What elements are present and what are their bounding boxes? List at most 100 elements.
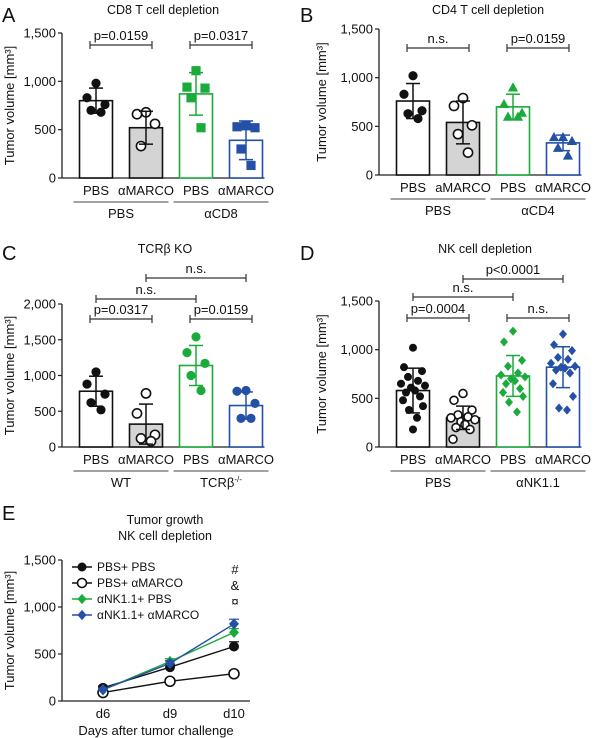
data-point [96, 405, 106, 415]
data-point [246, 160, 256, 171]
data-point [514, 368, 522, 378]
x-category-label: PBS [83, 183, 109, 198]
data-point [569, 391, 577, 401]
y-axis-label: Tumor volume [mm³] [2, 46, 17, 165]
y-tick-label: 500 [34, 647, 56, 662]
data-point [462, 147, 474, 159]
significance-symbol: # [231, 562, 239, 577]
y-tick-label: 1,000 [340, 342, 373, 357]
y-tick-label: 0 [49, 440, 56, 455]
panel-label-c: C [2, 243, 16, 265]
data-point [446, 412, 456, 423]
y-tick-label: 0 [49, 171, 56, 186]
data-point [449, 395, 459, 406]
y-tick-label: 1,000 [23, 600, 56, 615]
p-value-label: n.s. [186, 261, 207, 276]
y-tick-label: 500 [351, 391, 373, 406]
data-point [519, 391, 527, 401]
y-tick-label: 500 [34, 122, 56, 137]
data-point [562, 150, 574, 160]
data-point [164, 675, 176, 688]
legend-label: αNK1.1+ αMARCO [97, 608, 199, 622]
p-value-label: p=0.0159 [94, 28, 149, 43]
data-point [165, 657, 175, 669]
panel-d: 0 500 1,000 1,500 Tumor volume [mm³] PBS αMARC… [314, 262, 591, 490]
data-point [500, 337, 508, 347]
data-point [467, 405, 477, 415]
group-label: TCRβ-/- [200, 475, 242, 490]
y-tick-label: 0 [366, 440, 373, 455]
data-point [498, 98, 510, 109]
group-label: αNK1.1 [516, 475, 560, 490]
significance-symbol: ¤ [231, 594, 238, 609]
group-label: PBS [425, 475, 451, 490]
data-point [509, 326, 517, 336]
data-point [552, 365, 560, 375]
data-point [497, 370, 505, 380]
data-point [448, 100, 460, 112]
panel-e-title-line1: Tumor growth [127, 513, 204, 527]
data-point [554, 352, 562, 363]
data-point [232, 122, 242, 132]
data-point [100, 99, 110, 110]
y-axis-label: Tumor volume [mm³] [2, 316, 17, 435]
y-axis-label: Tumor volume [mm³] [2, 571, 17, 690]
data-point [409, 425, 417, 434]
x-category-label: αMARCO [118, 183, 174, 198]
p-value-label: p<0.0001 [486, 262, 541, 277]
panel-label-b: B [300, 5, 313, 27]
data-point [499, 387, 507, 398]
x-category-label: αMARCO [535, 180, 591, 195]
data-point [250, 123, 260, 133]
data-point [196, 385, 206, 396]
y-tick-label: 1,500 [23, 26, 56, 41]
legend-label: PBS+ αMARCO [97, 576, 183, 590]
y-tick-label: 1,000 [23, 368, 56, 383]
p-value-label: n.s. [528, 301, 549, 316]
data-point [418, 367, 426, 376]
x-category-label: PBS [400, 180, 426, 195]
panel-label-e: E [2, 503, 15, 525]
data-point [236, 144, 246, 154]
data-point [559, 329, 567, 339]
data-point [82, 93, 92, 103]
data-point [408, 71, 418, 81]
panel-label-a: A [2, 5, 16, 27]
x-category-label: αMARCO [535, 452, 591, 467]
y-tick-label: 0 [366, 168, 373, 183]
data-point [86, 398, 96, 408]
data-point [502, 111, 514, 121]
data-point [135, 433, 147, 444]
data-point [397, 379, 405, 388]
data-point [82, 379, 92, 389]
panel-b: 0 500 1,000 1,500 Tumor volume [mm³] PBS aMARC… [314, 22, 591, 219]
data-point [507, 82, 519, 92]
data-point [564, 354, 572, 364]
bar [228, 404, 264, 448]
data-point [149, 118, 161, 130]
x-category-label: αMARCO [435, 452, 491, 467]
data-point [502, 379, 510, 389]
data-point [229, 641, 239, 652]
x-category-label: PBS [183, 452, 209, 467]
data-point [228, 667, 240, 680]
y-tick-label: 2,000 [23, 297, 56, 312]
legend-marker [76, 577, 88, 589]
group-label: PBS [425, 203, 451, 218]
data-point [470, 414, 480, 425]
data-point [507, 374, 515, 384]
p-value-label: p=0.0159 [511, 31, 566, 46]
panel-a: 0 500 1,000 1,500 Tumor volume [mm³] PBS αMARC… [2, 26, 274, 222]
panel-a-title: CD8 T cell depletion [107, 3, 219, 17]
x-category-label: PBS [83, 452, 109, 467]
panel-label-d: D [300, 243, 314, 265]
data-point [550, 340, 558, 350]
data-point [91, 367, 101, 377]
x-category-label: αMARCO [218, 452, 274, 467]
legend-marker [77, 609, 87, 621]
data-point [100, 389, 110, 399]
p-value-label: n.s. [428, 31, 449, 46]
panel-c: 0 500 1,000 1,500 2,000 Tumor volume [mm³] PBS… [2, 261, 274, 490]
data-point [513, 407, 521, 417]
